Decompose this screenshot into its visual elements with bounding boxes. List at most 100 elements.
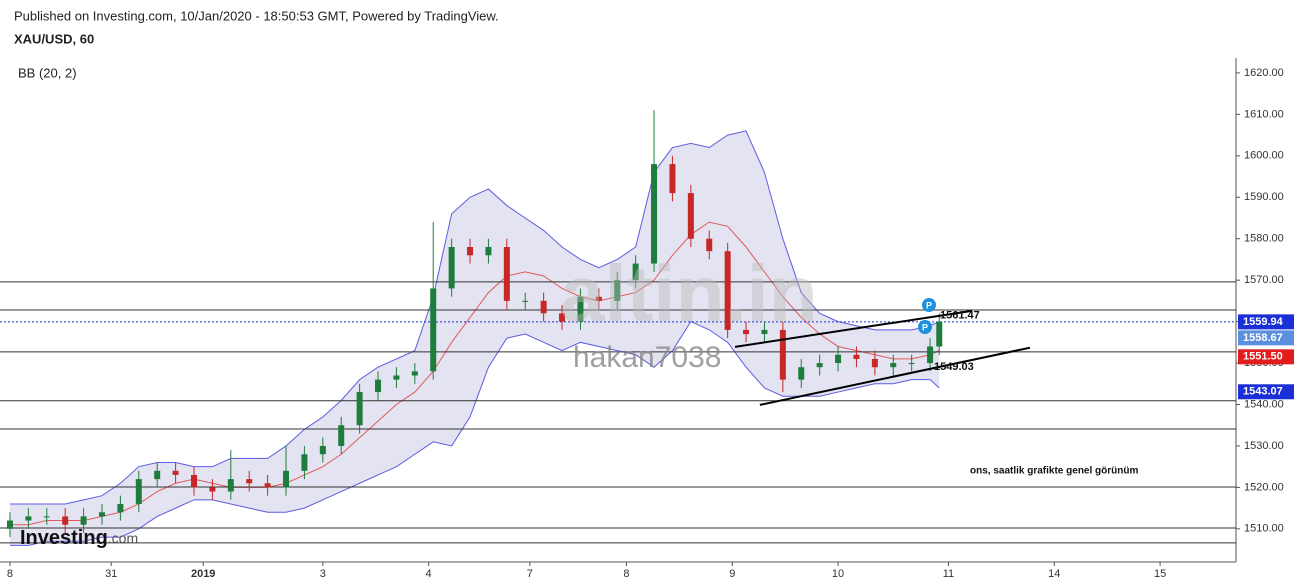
candle-body [890, 363, 897, 368]
candle-body [283, 470, 290, 488]
p-marker-glyph: P [926, 300, 932, 310]
candle-body [6, 520, 13, 529]
price-tag [1238, 330, 1294, 346]
x-tick-label: 10 [832, 568, 844, 580]
candle-body [503, 247, 510, 301]
x-tick-label: 8 [7, 568, 13, 580]
candle-body [614, 280, 621, 301]
candle-body [936, 321, 943, 347]
candle-body [411, 371, 418, 376]
candle-body [743, 329, 750, 335]
candle-body [595, 296, 602, 301]
candle-body [559, 313, 566, 322]
y-tick-label: 1620.00 [1244, 67, 1284, 79]
y-tick-label: 1530.00 [1244, 440, 1284, 452]
y-tick-label: 1520.00 [1244, 481, 1284, 493]
symbol: XAU/USD, 60 [14, 31, 94, 46]
band-lower [9, 320, 940, 546]
plot: 1510.001520.001530.001540.001550.001560.… [0, 58, 1294, 580]
candle-body [301, 454, 308, 471]
published-line: Published on Investing.com, 10/Jan/2020 … [14, 8, 499, 23]
candle-body [871, 358, 878, 368]
band-fill [9, 130, 940, 546]
price-tag-label: 1551.50 [1243, 351, 1283, 363]
candle-body [485, 247, 492, 256]
user-watermark: hakan7038 [573, 341, 721, 374]
candle-body [927, 346, 934, 364]
candle-body [25, 516, 32, 521]
candle-body [540, 300, 547, 314]
candle-body [98, 512, 105, 517]
y-tick-label: 1540.00 [1244, 398, 1284, 410]
x-tick-label: 9 [729, 568, 735, 580]
trend-label: 1561.47 [940, 309, 980, 321]
candle-body [761, 329, 768, 335]
note: ons, saatlik grafikte genel görünüm [970, 466, 1138, 477]
y-tick-label: 1610.00 [1244, 108, 1284, 120]
p-markers: P P [918, 298, 936, 334]
price-tag [1238, 349, 1294, 365]
candle-body [798, 367, 805, 380]
y-tick-label: 1600.00 [1244, 150, 1284, 162]
candle-body [577, 296, 584, 322]
price-tag-label: 1559.94 [1243, 316, 1284, 328]
candle-body [522, 300, 529, 302]
brand-main: Investing [20, 527, 108, 549]
candle-body [135, 479, 142, 504]
y-tick-label: 1570.00 [1244, 274, 1284, 286]
candle-body [264, 483, 271, 488]
candle-body [338, 425, 345, 446]
candle-body [853, 354, 860, 359]
candle-body [467, 247, 474, 256]
candle-body [724, 251, 731, 330]
candle-body [816, 363, 823, 368]
x-tick-label: 4 [426, 568, 432, 580]
candle-body [835, 354, 842, 364]
x-tick-label: 8 [623, 568, 629, 580]
indicator-label: BB (20, 2) [18, 65, 77, 80]
brand-name: Investing.com [20, 527, 138, 549]
x-tick-label: 14 [1048, 568, 1060, 580]
price-tag [1238, 384, 1294, 400]
candle-body [117, 503, 124, 513]
candle-body [706, 238, 713, 252]
y-tick-label: 1590.00 [1244, 191, 1284, 203]
trend-label: 1549.03 [934, 361, 974, 373]
candle-body [375, 379, 382, 393]
candle-body [246, 479, 253, 484]
p-marker [918, 320, 932, 334]
candle-body [448, 247, 455, 289]
candle-body [154, 470, 161, 480]
candle-body [651, 164, 658, 264]
brand-suffix: .com [108, 530, 138, 546]
candle-body [172, 470, 179, 475]
x-tick-label: 11 [943, 568, 954, 580]
trendline [759, 346, 1031, 406]
logo-watermark: altin.in [560, 249, 818, 338]
candle-body [779, 329, 786, 380]
y-tick-label: 1580.00 [1244, 233, 1284, 245]
x-tick-label: 2019 [191, 568, 215, 580]
candle-body [356, 392, 363, 426]
candle-body [632, 263, 639, 281]
candle-body [43, 516, 50, 518]
x-tick-label: 31 [105, 568, 117, 580]
candle-body [209, 487, 216, 492]
candle-body [669, 164, 676, 194]
candle-body [908, 363, 915, 365]
y-tick-label: 1510.00 [1244, 523, 1284, 535]
candle-body [319, 445, 326, 455]
candle-body [80, 516, 87, 525]
band-upper [9, 130, 940, 505]
trendline [734, 309, 973, 348]
x-tick-label: 7 [527, 568, 533, 580]
p-marker-glyph: P [922, 322, 928, 332]
p-marker [922, 298, 936, 312]
candle-body [191, 474, 198, 488]
candle-body [687, 193, 694, 239]
x-tick-label: 15 [1154, 568, 1166, 580]
candle-body [62, 516, 69, 525]
candle-body [393, 375, 400, 380]
